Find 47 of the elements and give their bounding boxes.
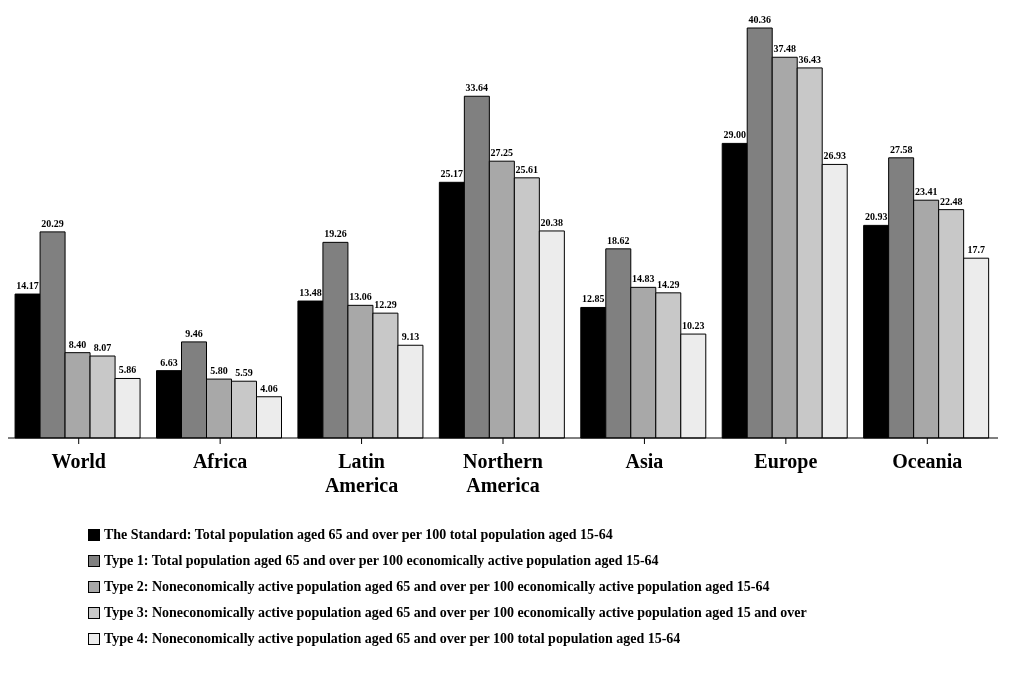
data-label: 5.59 (235, 367, 253, 379)
data-label: 25.61 (515, 163, 539, 175)
data-label: 14.17 (16, 280, 39, 292)
data-label: 18.62 (607, 234, 630, 246)
data-label: 23.41 (914, 186, 938, 198)
data-label: 26.93 (823, 150, 846, 162)
data-label: 22.48 (939, 195, 963, 207)
x-tick-label: Northern America (463, 450, 543, 496)
data-label: 10.23 (682, 320, 705, 332)
data-label: 12.29 (374, 299, 397, 311)
data-label: 33.64 (465, 82, 489, 94)
data-label: 20.93 (864, 211, 888, 223)
x-tick-label: Africa (192, 450, 248, 472)
data-label: 5.80 (210, 365, 228, 377)
data-label: 13.48 (299, 287, 322, 299)
x-tick-label: Europe (754, 450, 818, 473)
data-label: 40.36 (748, 14, 771, 25)
x-tick-label: Latin America (324, 450, 399, 496)
legend-label: Type 1: Total population aged 65 and over per 100 economically active population aged 15-64 (104, 553, 659, 569)
data-label: 27.58 (889, 143, 913, 155)
data-label: 4.06 (260, 382, 278, 394)
data-label: 17.7 (967, 244, 985, 256)
data-label: 6.63 (160, 356, 178, 368)
x-tick-label: Asia (625, 450, 664, 472)
legend-label: Type 2: Noneconomically active population aged 65 and over per 100 economically active population aged 15-64 (104, 579, 770, 595)
x-tick-label: World (51, 450, 106, 472)
data-label: 20.29 (41, 217, 64, 229)
data-label: 25.17 (440, 168, 464, 180)
data-label: 14.83 (632, 273, 655, 285)
data-label: 37.48 (773, 43, 796, 55)
data-label: 27.25 (490, 147, 514, 159)
legend-label: The Standard: Total population aged 65 and over per 100 total population aged 15-64 (104, 527, 613, 543)
data-label: 29.00 (723, 129, 746, 141)
data-label: 36.43 (798, 53, 821, 65)
data-label: 9.13 (401, 331, 420, 343)
legend-label: Type 3: Noneconomically active population aged 65 and over per 100 economically active population aged 15 and over (104, 605, 807, 621)
data-label: 14.29 (657, 278, 680, 290)
data-label: 8.07 (93, 342, 112, 354)
data-label: 13.06 (349, 291, 372, 303)
x-tick-label: Oceania (892, 450, 963, 472)
data-label: 8.40 (68, 338, 87, 350)
legend-label: Type 4: Noneconomically active population aged 65 and over per 100 total population aged 15-64 (104, 631, 681, 647)
data-label: 9.46 (185, 327, 203, 339)
data-label: 20.38 (540, 216, 564, 228)
data-label: 12.85 (582, 293, 605, 305)
data-label: 19.26 (324, 228, 347, 240)
data-label: 5.86 (118, 364, 137, 376)
